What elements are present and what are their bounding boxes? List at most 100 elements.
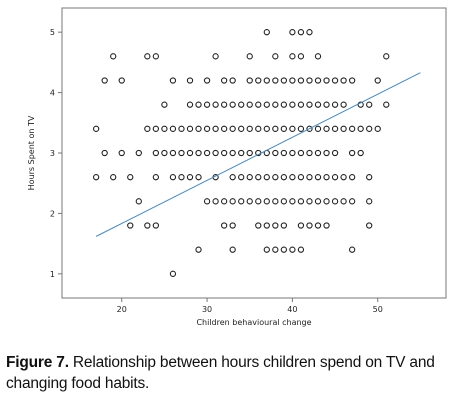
data-point	[169, 77, 177, 84]
data-point	[195, 246, 202, 253]
data-point	[306, 77, 313, 84]
data-point	[314, 174, 322, 181]
data-point	[186, 101, 194, 108]
data-point	[357, 149, 364, 157]
data-point	[203, 149, 211, 157]
data-point	[195, 101, 202, 108]
data-point	[331, 77, 339, 84]
data-point	[178, 125, 185, 132]
data-point	[280, 77, 288, 84]
data-point	[263, 246, 270, 253]
data-point	[272, 101, 279, 108]
data-point	[306, 174, 313, 181]
fit-line	[95, 72, 421, 237]
data-point	[220, 198, 228, 205]
data-point	[297, 198, 305, 205]
data-points	[92, 29, 390, 277]
data-point	[272, 125, 279, 132]
data-point	[289, 125, 296, 132]
data-point	[178, 174, 185, 181]
data-point	[272, 198, 279, 205]
data-point	[110, 53, 117, 60]
data-point	[314, 101, 322, 108]
data-point	[348, 149, 356, 157]
data-point	[263, 125, 270, 132]
figure-label: Figure 7.	[6, 354, 69, 371]
data-point	[280, 101, 288, 108]
data-point	[152, 174, 160, 181]
data-point	[297, 246, 305, 253]
data-point	[186, 149, 194, 157]
figure-caption: Figure 7. Relationship between hours chi…	[6, 352, 452, 394]
data-point	[246, 77, 253, 84]
data-point	[229, 77, 236, 84]
data-point	[169, 174, 177, 181]
data-point	[118, 149, 125, 157]
data-point	[323, 222, 330, 229]
data-point	[314, 77, 322, 84]
data-point	[238, 174, 245, 181]
data-point	[272, 53, 279, 60]
data-point	[314, 149, 322, 157]
data-point	[203, 125, 211, 132]
data-point	[212, 53, 219, 60]
data-point	[212, 101, 219, 108]
data-point	[323, 174, 330, 181]
data-point	[272, 77, 279, 84]
y-tick-label: 3	[50, 149, 55, 158]
data-point	[306, 149, 313, 157]
data-point	[229, 149, 236, 157]
data-point	[178, 149, 185, 157]
data-point	[289, 198, 296, 205]
data-point	[297, 222, 305, 229]
data-point	[229, 222, 236, 229]
data-point	[297, 174, 305, 181]
data-point	[169, 270, 177, 277]
data-point	[246, 198, 253, 205]
data-point	[374, 77, 381, 84]
caption-text: Relationship between hours children spen…	[6, 354, 435, 392]
x-tick-label: 20	[117, 305, 127, 314]
data-point	[135, 198, 142, 205]
data-point	[289, 246, 296, 253]
data-point	[255, 198, 262, 205]
data-point	[314, 198, 322, 205]
data-point	[263, 29, 270, 36]
data-point	[366, 198, 373, 205]
data-point	[203, 77, 211, 84]
data-point	[383, 101, 390, 108]
data-point	[195, 149, 202, 157]
data-point	[144, 125, 151, 132]
data-point	[246, 149, 253, 157]
data-point	[220, 101, 228, 108]
data-point	[255, 101, 262, 108]
x-tick-label: 50	[373, 305, 383, 314]
data-point	[203, 198, 211, 205]
data-point	[272, 149, 279, 157]
data-point	[246, 125, 253, 132]
data-point	[229, 174, 236, 181]
data-point	[297, 125, 305, 132]
data-point	[366, 174, 373, 181]
data-point	[340, 174, 347, 181]
data-point	[280, 198, 288, 205]
data-point	[220, 149, 228, 157]
data-point	[340, 198, 347, 205]
data-point	[366, 125, 373, 132]
data-point	[323, 198, 330, 205]
y-tick-label: 2	[50, 209, 55, 218]
data-point	[263, 77, 270, 84]
data-point	[306, 198, 313, 205]
data-point	[289, 29, 296, 36]
data-point	[212, 125, 219, 132]
data-point	[348, 125, 356, 132]
data-point	[92, 174, 100, 181]
y-tick-label: 4	[50, 89, 55, 98]
data-point	[331, 174, 339, 181]
data-point	[101, 77, 108, 84]
data-point	[220, 222, 228, 229]
data-point	[255, 174, 262, 181]
data-point	[246, 174, 253, 181]
data-point	[255, 125, 262, 132]
x-tick-label: 30	[202, 305, 212, 314]
